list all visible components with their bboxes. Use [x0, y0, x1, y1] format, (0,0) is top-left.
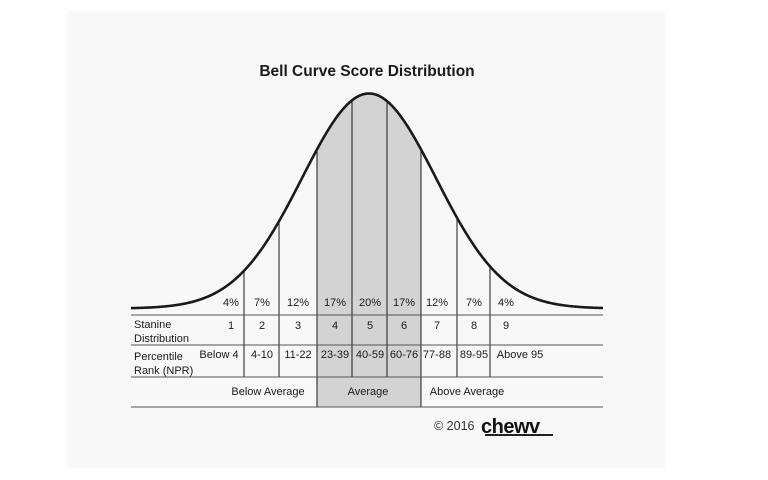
- stanine-number: 2: [259, 320, 265, 332]
- percent-label: 17%: [324, 297, 346, 309]
- stanine-number: 9: [503, 320, 509, 332]
- stanine-number: 5: [367, 320, 373, 332]
- row-label: Rank (NPR): [134, 365, 193, 377]
- percent-label: 12%: [426, 297, 448, 309]
- stanine-number: 6: [401, 320, 407, 332]
- chart-title: Bell Curve Score Distribution: [259, 63, 474, 80]
- chewv-logo: chewv: [481, 416, 541, 438]
- stanine-number: 7: [434, 320, 440, 332]
- percent-label: 7%: [254, 297, 270, 309]
- percentile-range: Above 95: [497, 349, 543, 361]
- percentile-range: 11-22: [284, 349, 311, 361]
- percent-label: 7%: [466, 297, 482, 309]
- percentile-range: 4-10: [251, 349, 273, 361]
- percentile-range: 40-59: [356, 349, 384, 361]
- row-label: Percentile: [134, 351, 183, 363]
- row-label: Stanine: [134, 319, 171, 331]
- stanine-number: 4: [332, 320, 338, 332]
- percentile-range: 60-76: [390, 349, 418, 361]
- percent-label: 4%: [498, 297, 514, 309]
- percent-label: 17%: [393, 297, 415, 309]
- table-text-group: 4% 7% 12% 17% 20% 17% 12% 7% 4% 1 2 3 4 5 6 7 8 9 Below 4 4…: [134, 297, 543, 398]
- copyright-text: © 2016: [434, 419, 475, 433]
- percent-label: 12%: [287, 297, 309, 309]
- percentile-range: 23-39: [321, 349, 349, 361]
- divider-lines-group: [131, 100, 603, 408]
- logo-underline: [485, 434, 553, 436]
- stanine-number: 1: [228, 320, 234, 332]
- group-label: Above Average: [430, 386, 504, 398]
- average-shading-group: [317, 93, 421, 407]
- percent-label: 4%: [223, 297, 239, 309]
- percent-label: 20%: [359, 297, 381, 309]
- percentile-range: Below 4: [199, 349, 238, 361]
- group-label: Below Average: [231, 386, 304, 398]
- percentile-range: 77-88: [423, 349, 451, 361]
- stanine-number: 8: [471, 320, 477, 332]
- bell-curve-line: [130, 92, 604, 310]
- row-label: Distribution: [134, 333, 189, 345]
- stanine-number: 3: [295, 320, 301, 332]
- group-label: Average: [348, 386, 389, 398]
- average-shaded-region: [317, 93, 421, 407]
- percentile-range: 89-95: [460, 349, 488, 361]
